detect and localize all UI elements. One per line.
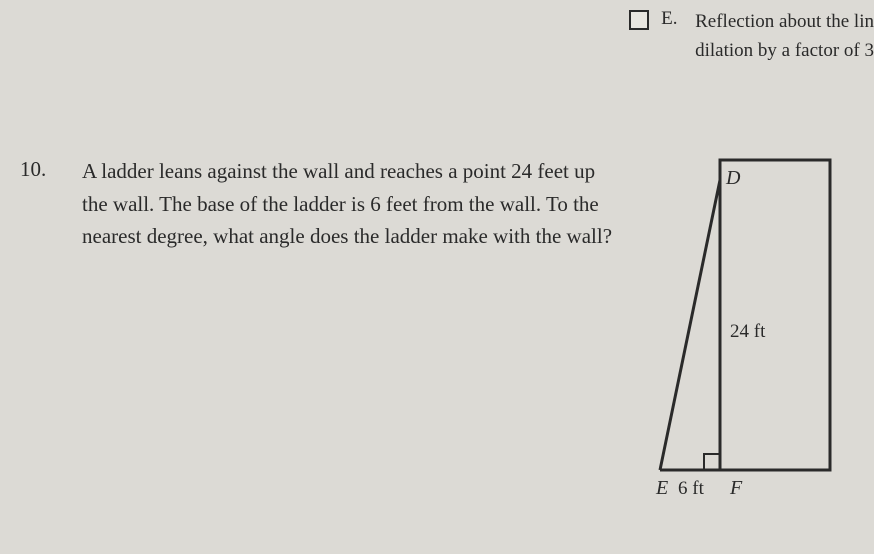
- side-label-24ft: 24 ft: [730, 321, 766, 342]
- vertex-label-d: D: [725, 167, 741, 189]
- wall-rectangle: [720, 160, 830, 470]
- option-text-wrapper: Reflection about the lin dilation by a f…: [695, 8, 874, 65]
- diagram-svg: D E F 24 ft 6 ft: [635, 150, 855, 510]
- partial-previous-question: E. Reflection about the lin dilation by …: [629, 8, 874, 65]
- option-e-row: E. Reflection about the lin dilation by …: [629, 8, 874, 65]
- question-number: 10.: [20, 155, 62, 182]
- vertex-label-e: E: [655, 477, 668, 499]
- question-text: A ladder leans against the wall and reac…: [82, 155, 622, 253]
- side-label-6ft: 6 ft: [678, 478, 705, 499]
- option-letter-e: E.: [661, 8, 683, 30]
- ladder-line: [660, 180, 720, 470]
- option-e-text-line1: Reflection about the lin: [695, 8, 874, 37]
- checkbox-e[interactable]: [629, 10, 649, 30]
- right-angle-marker: [704, 454, 720, 470]
- ladder-diagram: D E F 24 ft 6 ft: [635, 150, 855, 510]
- option-e-text-line2: dilation by a factor of 3: [695, 37, 874, 66]
- vertex-label-f: F: [729, 477, 743, 499]
